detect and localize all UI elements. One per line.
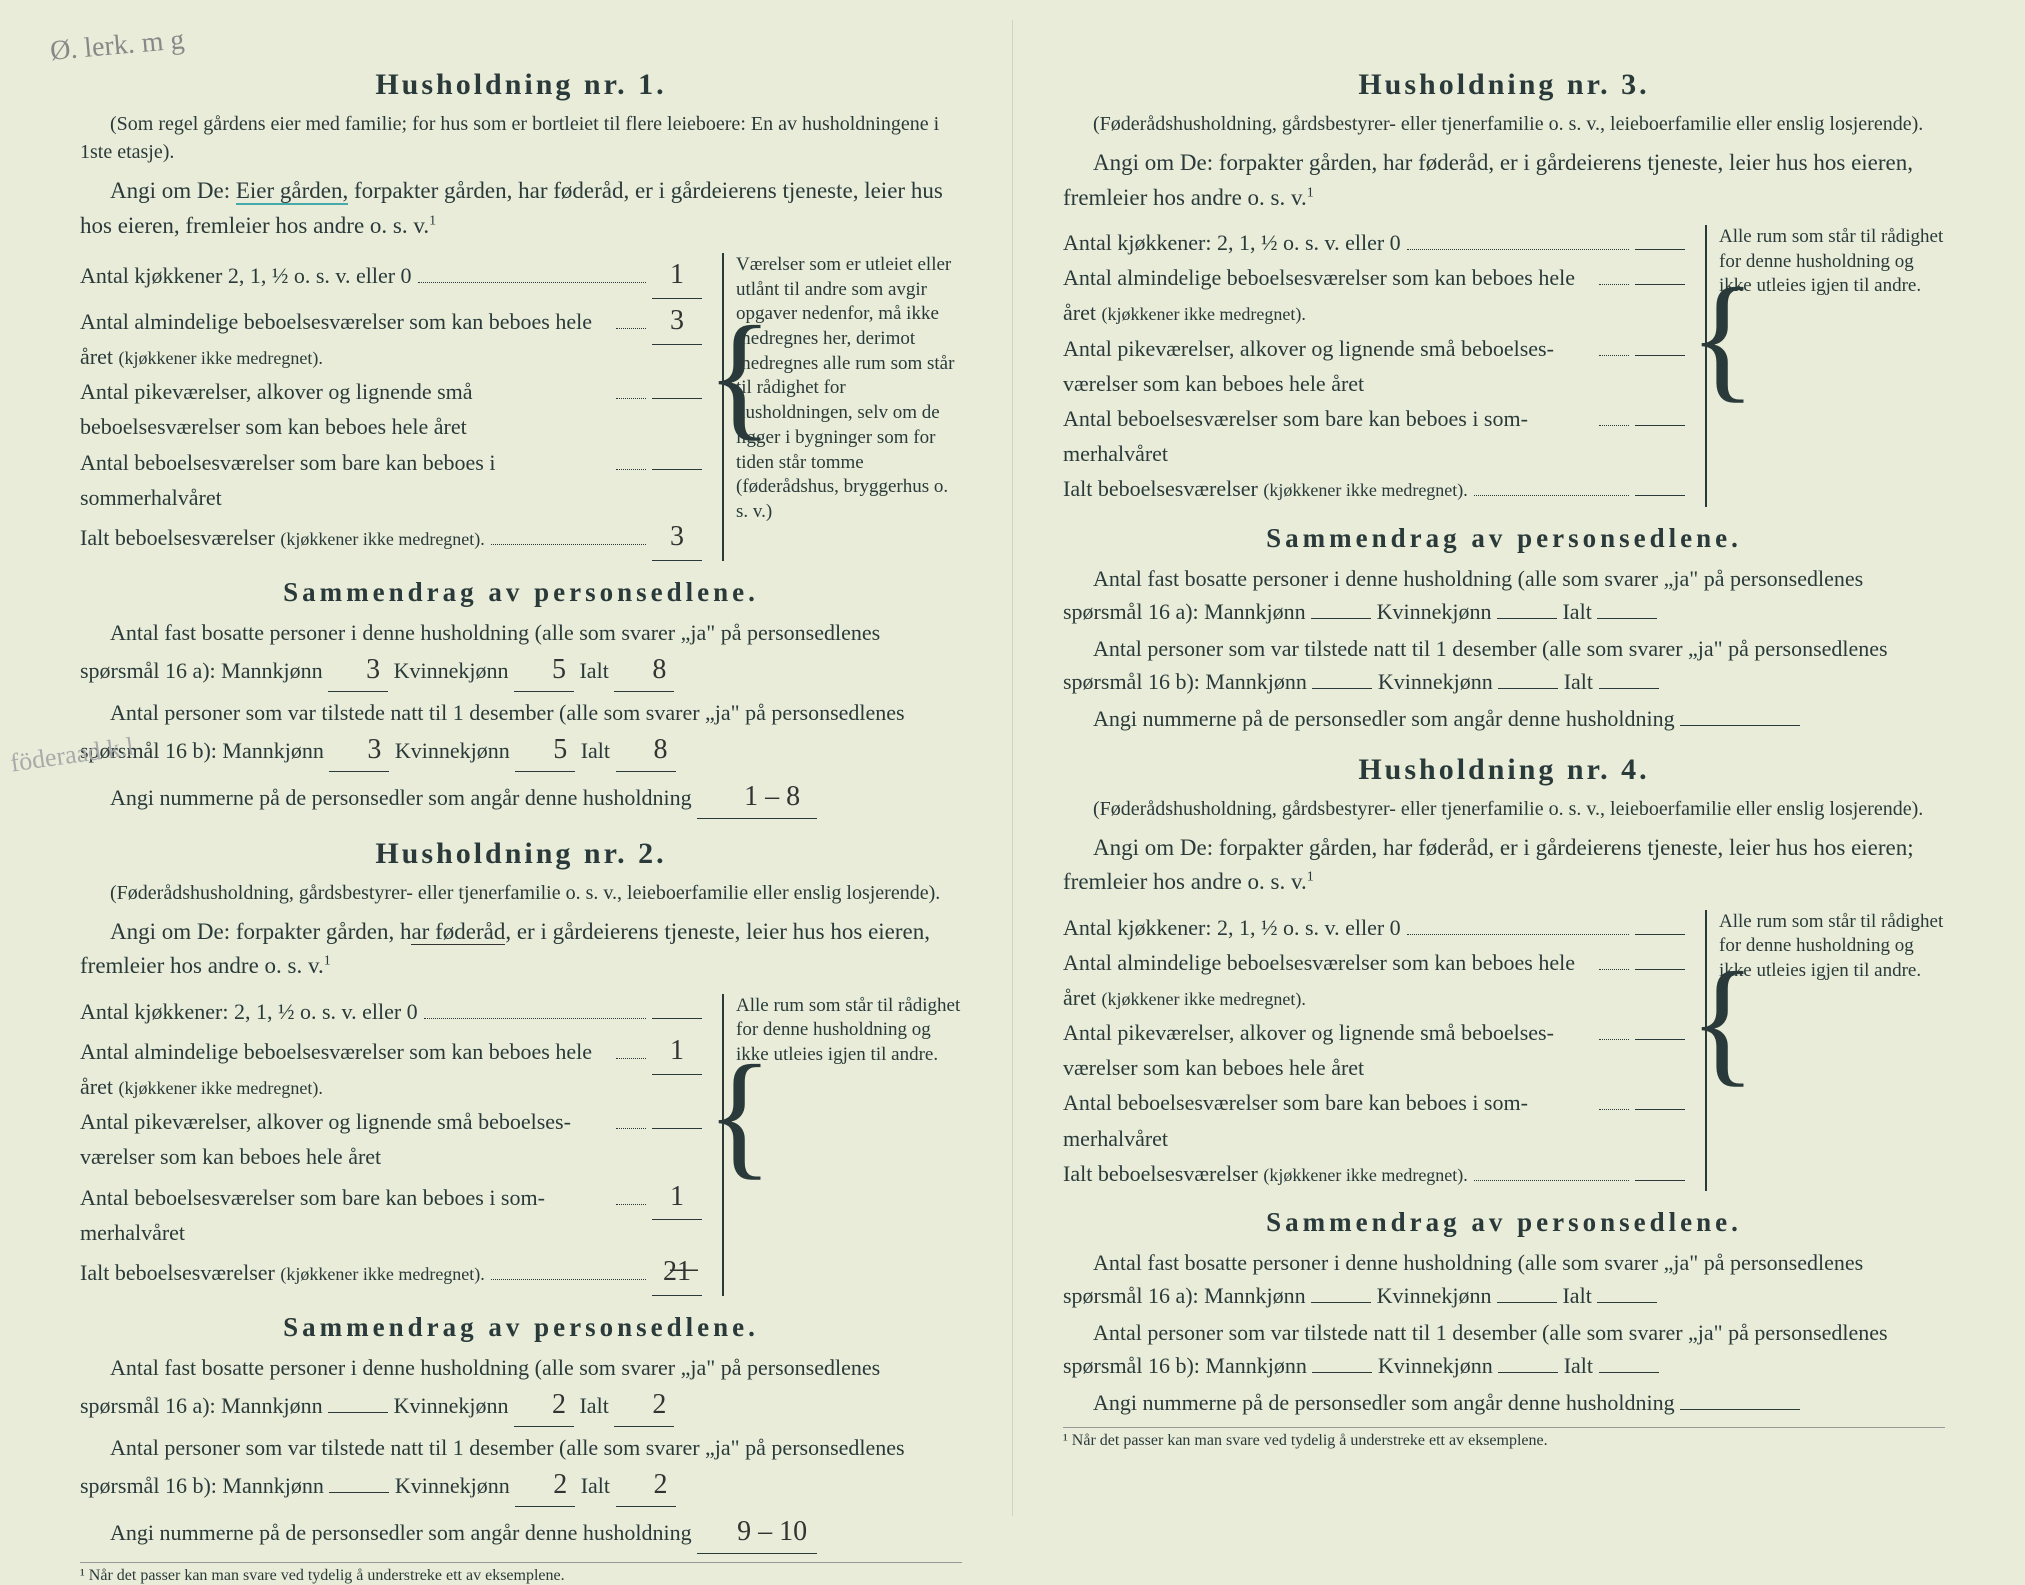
h3-k-val [1635,249,1685,250]
h4-ialt-val [1635,1180,1685,1181]
left-page: Ø. lerk. m g Husholdning nr. 1. (Som reg… [30,20,1013,1516]
h3-a-label: Antal almindelige beboelsesværelser som … [1063,260,1593,330]
h1-s-label: Antal beboelsesværelser som bare kan be­… [80,445,610,515]
h1-fa: Antal fast bosatte personer i denne hush… [80,616,962,692]
h3-s-val [1635,425,1685,426]
h1-angi-pre: Angi om De: [110,178,236,203]
h3-ialt-val [1635,495,1685,496]
footnote-left: ¹ Når det passer kan man svare ved tydel… [80,1562,962,1585]
h1-sammen-title: Sammendrag av personsedlene. [80,577,962,608]
footnote-right: ¹ Når det passer kan man svare ved tydel… [1063,1427,1945,1450]
h3-fb: Antal personer som var tilstede natt til… [1063,632,1945,698]
h1-angi: Angi om De: Eier gården, forpakter gårde… [80,174,962,243]
h2-numr: Angi nummerne på de personsedler som ang… [80,1511,962,1554]
h3-p-val [1635,355,1685,356]
h2-p-val [652,1128,702,1129]
h4-title: Husholdning nr. 4. [1063,753,1945,787]
h2-ialt-label: Ialt beboelsesværelser (kjøkkener ikke m… [80,1255,485,1290]
h3-angi: Angi om De: forpakter gården, har føderå… [1063,146,1945,215]
h2-rows: Antal kjøkkener: 2, 1, ½ o. s. v. eller … [80,994,962,1296]
h1-p-val [652,398,702,399]
h1-ialt-label: Ialt beboelsesværelser (kjøkkener ikke m… [80,520,485,555]
h1-k-val: 1 [652,253,702,299]
h3-subtitle: (Føderådshusholdning, gårdsbestyrer- ell… [1063,110,1945,138]
h3-fa: Antal fast bosatte personer i denne hush… [1063,562,1945,628]
h2-s-val: 1 [652,1175,702,1221]
h3-k-label: Antal kjøkkener: 2, 1, ½ o. s. v. eller … [1063,225,1401,260]
h4-sammen-title: Sammendrag av personsedlene. [1063,1207,1945,1238]
h1-title: Husholdning nr. 1. [80,68,962,102]
h2-angi: Angi om De: forpakter gården, har føderå… [80,915,962,984]
h4-ialt-label: Ialt beboelsesværelser (kjøkkener ikke m… [1063,1156,1468,1191]
h1-subtitle: (Som regel gårdens eier med familie; for… [80,110,962,166]
handwriting-topleft: Ø. lerk. m g [49,24,186,68]
h3-a-val [1635,284,1685,285]
h2-ialt-val: 2̶1̶ [652,1250,702,1296]
h4-rows: Antal kjøkkener: 2, 1, ½ o. s. v. eller … [1063,910,1945,1192]
h4-numr: Angi nummerne på de personsedler som ang… [1063,1386,1945,1419]
h2-fa: Antal fast bosatte personer i denne hush… [80,1351,962,1427]
h4-p-label: Antal pikeværelser, alkover og lignende … [1063,1015,1593,1085]
h4-subtitle: (Føderådshusholdning, gårdsbestyrer- ell… [1063,795,1945,823]
h1-rows: Antal kjøkkener 2, 1, ½ o. s. v. eller 0… [80,253,962,561]
h4-s-val [1635,1109,1685,1110]
h3-rows: Antal kjøkkener: 2, 1, ½ o. s. v. eller … [1063,225,1945,507]
h4-note: Alle rum som står til rådighet for denne… [1705,910,1945,1192]
h3-s-label: Antal beboelsesværelser som bare kan beb… [1063,401,1593,471]
h4-a-label: Antal almindelige beboelsesværelser som … [1063,945,1593,1015]
h4-k-val [1635,934,1685,935]
h2-sammen-title: Sammendrag av personsedlene. [80,1312,962,1343]
h3-title: Husholdning nr. 3. [1063,68,1945,102]
h1-numr: Angi nummerne på de personsedler som ang… [80,776,962,819]
h3-sammen-title: Sammendrag av personsedlene. [1063,523,1945,554]
h4-fb: Antal personer som var tilstede natt til… [1063,1316,1945,1382]
h4-fa: Antal fast bosatte personer i denne hush… [1063,1246,1945,1312]
h1-angi-highlight: Eier gården, [236,178,348,205]
h2-fb: Antal personer som var tilstede natt til… [80,1431,962,1507]
h1-p-label: Antal pikeværelser, alkover og lignende … [80,374,610,444]
h2-s-label: Antal beboelsesværelser som bare kan beb… [80,1180,610,1250]
h1-k-label: Antal kjøkkener 2, 1, ½ o. s. v. eller 0 [80,258,412,293]
h4-a-val [1635,969,1685,970]
h1-s-val [652,469,702,470]
h1-a-val: 3 [652,299,702,345]
h2-k-label: Antal kjøkkener: 2, 1, ½ o. s. v. eller … [80,994,418,1029]
h1-ialt-val: 3 [652,515,702,561]
h4-p-val [1635,1039,1685,1040]
h3-ialt-label: Ialt beboelsesværelser (kjøkkener ikke m… [1063,471,1468,506]
h1-note: Værelser som er utleiet eller utlånt til… [722,253,962,561]
h1-fb: Antal personer som var tilstede natt til… [80,696,962,772]
h2-note: Alle rum som står til rådighet for denne… [722,994,962,1296]
h3-numr: Angi nummerne på de personsedler som ang… [1063,702,1945,735]
h3-p-label: Antal pikeværelser, alkover og lignende … [1063,331,1593,401]
right-page: Husholdning nr. 3. (Føderådshusholdning,… [1013,20,1995,1516]
h2-k-val [652,1018,702,1019]
h4-s-label: Antal beboelsesværelser som bare kan beb… [1063,1085,1593,1155]
h1-a-label: Antal almindelige beboelsesværelser som … [80,304,610,374]
h2-a-label: Antal almindelige beboelsesværelser som … [80,1034,610,1104]
h4-k-label: Antal kjøkkener: 2, 1, ½ o. s. v. eller … [1063,910,1401,945]
h2-subtitle: (Føderådshusholdning, gårdsbestyrer- ell… [80,879,962,907]
h2-a-val: 1 [652,1029,702,1075]
h3-note: Alle rum som står til rådighet for denne… [1705,225,1945,507]
sup1: 1 [429,213,436,228]
h4-angi: Angi om De: forpakter gården, har føderå… [1063,831,1945,900]
h2-title: Husholdning nr. 2. [80,837,962,871]
h2-p-label: Antal pikeværelser, alkover og lignende … [80,1104,610,1174]
